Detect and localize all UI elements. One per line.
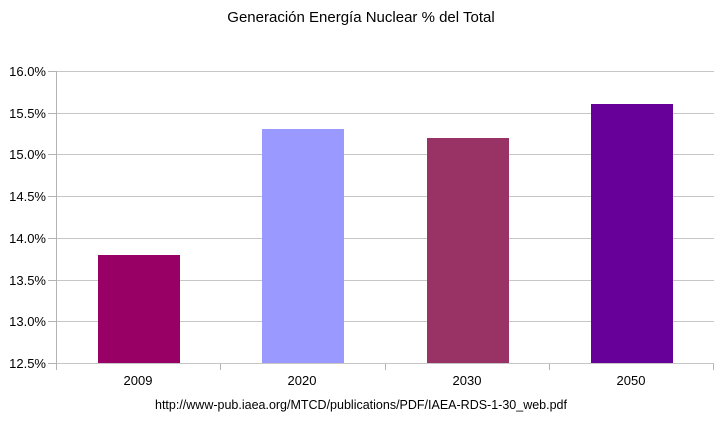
gridline bbox=[57, 154, 714, 155]
x-axis-label: 2030 bbox=[452, 373, 482, 388]
y-axis-tick bbox=[48, 71, 56, 72]
y-axis-tick bbox=[48, 113, 56, 114]
y-axis-label: 15.0% bbox=[9, 147, 46, 162]
y-axis-label: 13.0% bbox=[9, 314, 46, 329]
x-axis-label: 2050 bbox=[616, 373, 646, 388]
bar-2030 bbox=[427, 138, 509, 363]
gridline bbox=[57, 238, 714, 239]
source-url: http://www-pub.iaea.org/MTCD/publication… bbox=[155, 398, 567, 412]
gridline bbox=[57, 71, 714, 72]
y-axis-label: 14.5% bbox=[9, 189, 46, 204]
bar-2009 bbox=[98, 255, 180, 363]
y-axis-tick bbox=[48, 238, 56, 239]
y-axis-tick bbox=[48, 363, 56, 364]
gridline bbox=[57, 113, 714, 114]
y-axis-tick bbox=[48, 196, 56, 197]
y-axis-label: 12.5% bbox=[9, 356, 46, 371]
y-axis-tick bbox=[48, 321, 56, 322]
x-axis-label: 2009 bbox=[123, 373, 153, 388]
y-axis-label: 16.0% bbox=[9, 64, 46, 79]
x-axis-tick bbox=[713, 364, 714, 370]
bar-2020 bbox=[262, 129, 344, 363]
x-axis-tick bbox=[56, 364, 57, 370]
gridline bbox=[57, 280, 714, 281]
bar-2050 bbox=[591, 104, 673, 363]
x-axis-tick bbox=[549, 364, 550, 370]
plot-area bbox=[56, 71, 714, 364]
y-axis-tick bbox=[48, 154, 56, 155]
y-axis-label: 13.5% bbox=[9, 273, 46, 288]
gridline bbox=[57, 363, 714, 364]
y-axis-label: 15.5% bbox=[9, 106, 46, 121]
gridline bbox=[57, 321, 714, 322]
gridline bbox=[57, 196, 714, 197]
chart-title: Generación Energía Nuclear % del Total bbox=[227, 9, 495, 26]
x-axis-label: 2020 bbox=[287, 373, 317, 388]
y-axis-label: 14.0% bbox=[9, 231, 46, 246]
x-axis-tick bbox=[220, 364, 221, 370]
y-axis-tick bbox=[48, 280, 56, 281]
x-axis-tick bbox=[385, 364, 386, 370]
